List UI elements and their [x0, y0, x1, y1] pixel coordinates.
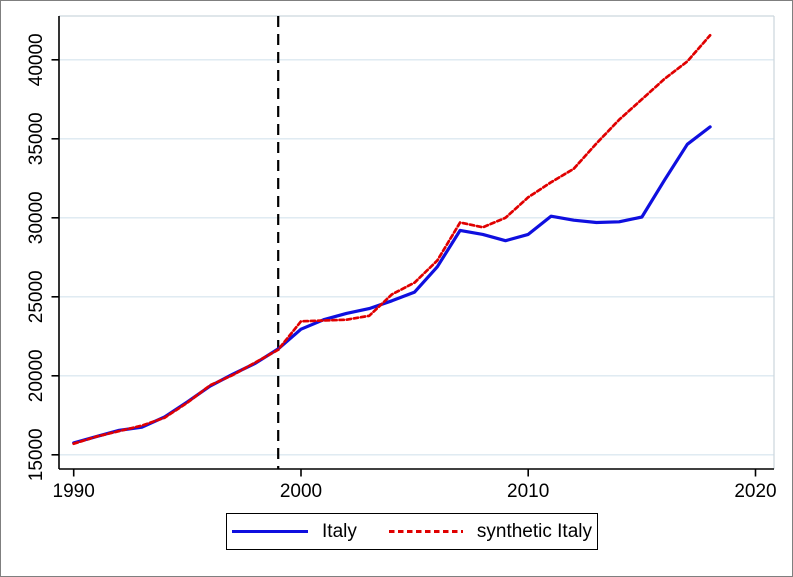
- y-tick-label: 15000: [26, 428, 47, 481]
- legend-label-synthetic: synthetic Italy: [476, 521, 592, 542]
- legend: Italy synthetic Italy: [226, 513, 598, 550]
- y-tick-label: 25000: [26, 270, 47, 323]
- italy-line-sample: [232, 529, 309, 534]
- synthetic-italy-line-sample: [388, 529, 463, 534]
- y-tick-label: 40000: [26, 33, 47, 86]
- y-tick-label: 35000: [26, 112, 47, 165]
- x-tick-label: 2020: [734, 481, 776, 502]
- x-tick-label: 1990: [53, 481, 95, 502]
- y-tick-label: 20000: [26, 349, 47, 402]
- x-tick-label: 2000: [280, 481, 322, 502]
- synthetic-italy-line: [72, 33, 712, 446]
- legend-label-italy: Italy: [322, 521, 357, 542]
- x-tick-label: 2010: [507, 481, 549, 502]
- italy-line: [72, 125, 712, 445]
- y-tick-label: 30000: [26, 191, 47, 244]
